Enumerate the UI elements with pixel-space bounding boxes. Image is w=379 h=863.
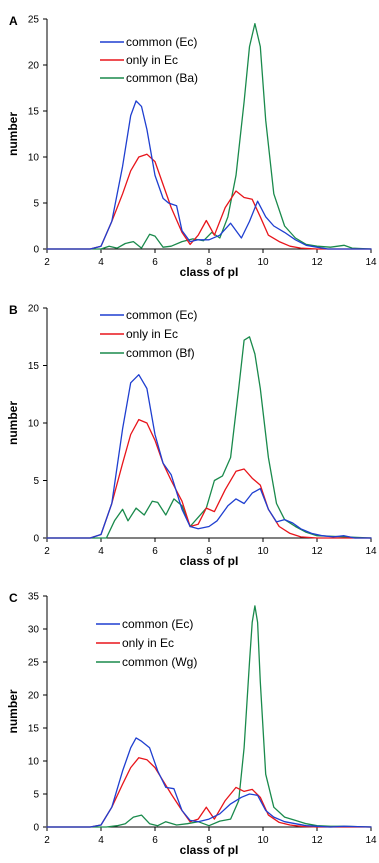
chart-panel-a: A 0 5 10 15 20 25 2 4 6 8 10 12 14 class of pI number co… (6, 14, 377, 279)
x-tick-label: 6 (152, 546, 158, 557)
y-tick-label: 5 (33, 199, 39, 210)
panel-letter: A (9, 14, 18, 28)
y-tick-label: 10 (28, 757, 40, 768)
y-tick-label: 5 (33, 476, 39, 487)
y-tick-label: 10 (28, 419, 40, 430)
x-tick-label: 4 (98, 257, 104, 268)
series-line-2 (46, 418, 372, 539)
panel-letter: B (9, 303, 18, 317)
series-line-1 (46, 374, 372, 539)
y-tick-label: 25 (28, 658, 40, 669)
x-tick-label: 6 (152, 257, 158, 268)
y-tick-label: 15 (28, 361, 40, 372)
x-tick-label: 4 (98, 546, 104, 557)
x-axis-title: class of pI (180, 265, 239, 279)
x-tick-label: 14 (365, 835, 377, 846)
y-tick-label: 20 (28, 691, 40, 702)
series-line-1 (46, 100, 372, 250)
y-tick-label: 10 (28, 153, 40, 164)
legend-label: common (Ec) (122, 617, 193, 631)
x-tick-label: 12 (311, 546, 323, 557)
legend-label: only in Ec (126, 327, 178, 341)
legend: common (Ec) only in Ec common (Ba) (100, 35, 198, 85)
panel-letter: C (9, 591, 18, 605)
legend-label: common (Bf) (126, 346, 195, 360)
series-line-3 (46, 605, 372, 828)
series-line-3 (46, 22, 372, 250)
x-tick-label: 4 (98, 835, 104, 846)
x-tick-label: 10 (257, 546, 269, 557)
x-tick-label: 14 (365, 257, 377, 268)
y-axis-title: number (6, 401, 20, 445)
legend-label: common (Ba) (126, 71, 198, 85)
legend-label: common (Ec) (126, 308, 197, 322)
y-tick-label: 35 (28, 592, 40, 603)
x-axis-title: class of pI (180, 843, 239, 857)
y-tick-label: 30 (28, 625, 40, 636)
y-axis-title: number (6, 112, 20, 156)
x-tick-label: 10 (257, 835, 269, 846)
y-tick-label: 0 (33, 245, 39, 256)
legend-label: common (Ec) (126, 35, 197, 49)
x-tick-label: 12 (311, 257, 323, 268)
x-tick-label: 2 (44, 546, 50, 557)
y-tick-label: 5 (33, 790, 39, 801)
x-tick-label: 8 (206, 835, 212, 846)
y-tick-label: 20 (28, 61, 40, 72)
y-tick-label: 20 (28, 304, 40, 315)
x-tick-label: 2 (44, 835, 50, 846)
x-tick-label: 8 (206, 546, 212, 557)
series-line-3 (46, 336, 372, 539)
y-tick-label: 15 (28, 724, 40, 735)
series-line-2 (46, 757, 372, 828)
series-line-2 (46, 153, 372, 250)
x-tick-label: 10 (257, 257, 269, 268)
series-line-1 (46, 737, 372, 828)
legend-label: only in Ec (122, 636, 174, 650)
legend-label: only in Ec (126, 53, 178, 67)
legend: common (Ec) only in Ec common (Wg) (96, 617, 197, 669)
x-tick-label: 8 (206, 257, 212, 268)
x-tick-label: 2 (44, 257, 50, 268)
legend-label: common (Wg) (122, 655, 197, 669)
y-tick-label: 25 (28, 15, 40, 26)
y-tick-label: 15 (28, 107, 40, 118)
x-tick-label: 12 (311, 835, 323, 846)
legend: common (Ec) only in Ec common (Bf) (100, 308, 197, 360)
y-axis-title: number (6, 689, 20, 733)
x-tick-label: 6 (152, 835, 158, 846)
chart-panel-c: C 0 5 10 15 20 25 30 35 2 4 6 8 10 12 14 class of pI numb… (6, 591, 377, 857)
y-tick-label: 0 (33, 534, 39, 545)
x-axis-title: class of pI (180, 554, 239, 568)
y-tick-label: 0 (33, 823, 39, 834)
x-tick-label: 14 (365, 546, 377, 557)
chart-panel-b: B 0 5 10 15 20 2 4 6 8 10 12 14 class of pI number comm… (6, 303, 377, 568)
